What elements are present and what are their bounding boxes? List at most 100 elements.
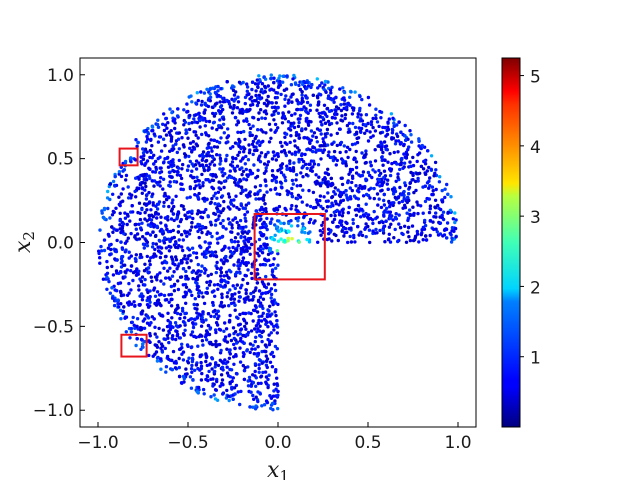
data-point bbox=[260, 361, 264, 365]
data-point bbox=[126, 214, 130, 218]
data-point bbox=[238, 218, 243, 223]
data-point bbox=[255, 96, 260, 100]
y-axis: −1.0−0.50.00.51.0 bbox=[33, 66, 85, 421]
data-point bbox=[386, 178, 390, 182]
data-point bbox=[323, 132, 327, 136]
data-point bbox=[305, 80, 309, 85]
data-point bbox=[351, 176, 355, 180]
data-point bbox=[263, 90, 267, 94]
data-point bbox=[236, 181, 240, 185]
data-point bbox=[135, 324, 139, 329]
data-point bbox=[258, 154, 262, 158]
data-point bbox=[199, 103, 204, 107]
data-point bbox=[281, 74, 285, 79]
data-point bbox=[211, 155, 215, 159]
data-point bbox=[246, 379, 250, 383]
data-point bbox=[269, 128, 273, 132]
data-point bbox=[290, 194, 295, 199]
data-point bbox=[249, 384, 253, 388]
data-point bbox=[167, 357, 171, 361]
data-point bbox=[239, 179, 243, 183]
data-point bbox=[381, 163, 385, 167]
data-point bbox=[148, 167, 152, 171]
data-point bbox=[408, 181, 413, 185]
data-point bbox=[170, 236, 174, 240]
data-point bbox=[326, 172, 331, 177]
data-point bbox=[453, 220, 457, 225]
data-point bbox=[278, 192, 282, 197]
data-point bbox=[222, 304, 227, 308]
data-point bbox=[255, 272, 260, 276]
data-point bbox=[272, 80, 276, 85]
data-point bbox=[260, 339, 264, 344]
data-point bbox=[179, 176, 184, 181]
data-point bbox=[175, 114, 180, 118]
data-point bbox=[141, 345, 145, 349]
data-point bbox=[185, 261, 189, 265]
data-point bbox=[453, 226, 458, 231]
data-point bbox=[219, 348, 223, 353]
data-point bbox=[199, 245, 203, 250]
data-point bbox=[334, 163, 338, 167]
data-point bbox=[169, 304, 174, 308]
data-point bbox=[145, 244, 150, 248]
data-point bbox=[245, 281, 250, 286]
data-point bbox=[211, 384, 215, 388]
data-point bbox=[377, 197, 381, 201]
data-point bbox=[293, 139, 297, 143]
data-point bbox=[170, 110, 174, 115]
scatter-points bbox=[97, 73, 458, 412]
data-point bbox=[257, 363, 261, 367]
data-point bbox=[142, 326, 147, 330]
data-point bbox=[434, 215, 438, 219]
data-point bbox=[323, 79, 328, 84]
data-point bbox=[346, 180, 350, 185]
data-point bbox=[184, 311, 188, 315]
data-point bbox=[170, 135, 174, 139]
data-point bbox=[251, 124, 255, 128]
data-point bbox=[195, 255, 199, 260]
data-point bbox=[221, 96, 225, 101]
data-point bbox=[388, 240, 393, 244]
data-point bbox=[185, 110, 189, 114]
data-point bbox=[371, 125, 375, 130]
data-point bbox=[244, 244, 248, 248]
data-point bbox=[258, 301, 263, 305]
data-point bbox=[407, 198, 411, 203]
data-point bbox=[211, 377, 215, 381]
data-point bbox=[258, 333, 262, 338]
data-point bbox=[99, 244, 103, 249]
data-point bbox=[395, 162, 399, 166]
data-point bbox=[301, 159, 306, 164]
data-point bbox=[257, 93, 261, 98]
data-point bbox=[264, 359, 269, 363]
data-point bbox=[155, 359, 160, 363]
data-point bbox=[253, 362, 258, 366]
data-point bbox=[181, 332, 186, 336]
data-point bbox=[330, 116, 335, 120]
data-point bbox=[393, 142, 398, 146]
data-point bbox=[247, 191, 251, 196]
data-point bbox=[402, 189, 406, 194]
data-point bbox=[256, 345, 260, 349]
data-point bbox=[119, 174, 124, 179]
data-point bbox=[293, 152, 298, 157]
data-point bbox=[301, 222, 305, 226]
data-point bbox=[341, 198, 346, 202]
data-point bbox=[201, 310, 205, 314]
data-point bbox=[316, 240, 320, 244]
data-point bbox=[357, 190, 361, 194]
data-point bbox=[381, 150, 385, 155]
data-point bbox=[353, 90, 357, 94]
data-point bbox=[127, 281, 131, 286]
data-point bbox=[138, 277, 142, 281]
data-point bbox=[223, 358, 227, 362]
data-point bbox=[228, 146, 233, 150]
data-point bbox=[409, 133, 413, 137]
data-point bbox=[272, 328, 276, 332]
data-point bbox=[415, 232, 420, 236]
data-point bbox=[361, 194, 366, 198]
data-point bbox=[159, 246, 164, 250]
data-point bbox=[292, 161, 296, 165]
data-point bbox=[353, 125, 358, 130]
